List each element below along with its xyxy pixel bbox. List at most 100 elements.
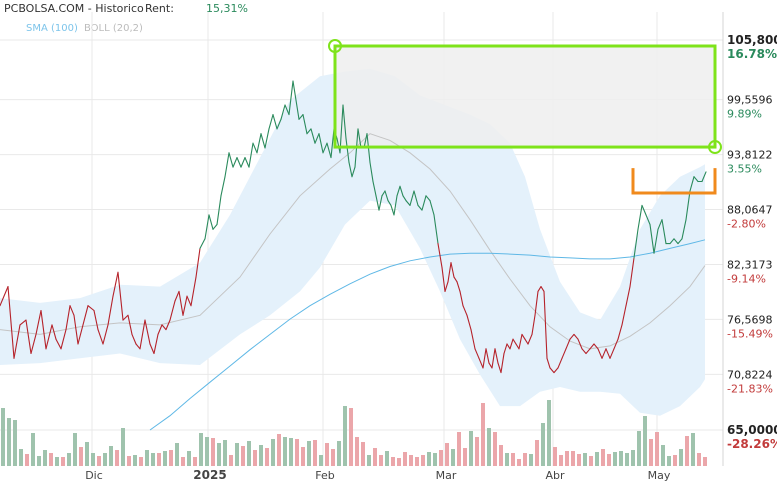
volume-bar	[25, 454, 29, 466]
volume-bar	[535, 440, 539, 466]
price-segment	[553, 367, 559, 374]
volume-bar	[349, 408, 353, 466]
price-segment	[195, 247, 201, 278]
volume-bar	[247, 441, 251, 466]
volume-bar	[121, 428, 125, 466]
boll-legend: BOLL (20,2)	[84, 23, 143, 34]
price-segment	[613, 338, 619, 350]
price-segment	[65, 305, 71, 331]
price-segment	[405, 200, 411, 206]
volume-bar	[223, 440, 227, 466]
price-segment	[236, 157, 242, 168]
y-tick-percent: -9.14%	[727, 272, 766, 285]
volume-bar	[613, 452, 617, 466]
price-segment	[417, 204, 423, 211]
price-segment	[292, 80, 297, 101]
price-segment	[474, 348, 480, 359]
price-segment	[527, 333, 533, 345]
volume-bar	[421, 455, 425, 466]
volume-bar	[127, 456, 131, 466]
price-segment	[45, 324, 53, 350]
volume-bar	[367, 455, 371, 466]
price-segment	[637, 204, 643, 230]
price-segment	[25, 319, 32, 355]
price-segment	[212, 223, 218, 230]
price-segment	[557, 357, 563, 369]
volume-bar	[403, 452, 407, 466]
volume-bar	[427, 452, 431, 466]
price-segment	[372, 180, 377, 197]
volume-bar	[79, 447, 83, 466]
volume-bar	[67, 453, 71, 466]
price-segment	[252, 142, 258, 154]
price-segment	[82, 305, 89, 326]
volume-bar	[19, 449, 23, 466]
x-tick-label: Abr	[545, 469, 565, 482]
x-tick-label: 2025	[193, 468, 226, 482]
price-segment	[122, 314, 129, 321]
y-tick-percent: -21.83%	[727, 382, 773, 395]
volume-bar	[547, 400, 551, 466]
price-segment	[174, 290, 180, 302]
price-segment	[314, 133, 320, 144]
y-tick-price: 105,800	[727, 33, 777, 47]
orange-bracket	[631, 168, 717, 195]
price-segment	[478, 357, 484, 369]
price-segment	[661, 219, 667, 245]
price-segment	[322, 142, 328, 154]
volume-bar	[259, 445, 263, 466]
price-segment	[384, 190, 389, 202]
price-segment	[685, 190, 691, 221]
volume-bar	[301, 447, 305, 466]
volume-bar	[529, 454, 533, 466]
y-tick-price: 99,5596	[727, 94, 773, 107]
volume-bar	[625, 453, 629, 466]
price-segment	[0, 286, 9, 307]
price-segment	[521, 333, 526, 340]
volume-bar	[655, 432, 659, 466]
price-segment	[216, 195, 222, 226]
bollinger-band	[0, 68, 705, 416]
volume-bar	[409, 455, 413, 466]
volume-bar	[169, 450, 173, 466]
volume-bar	[649, 439, 653, 466]
price-segment	[466, 314, 472, 331]
price-segment	[689, 176, 695, 192]
price-segment	[488, 362, 493, 369]
price-segment	[284, 104, 290, 116]
volume-bar	[271, 439, 275, 466]
volume-bar	[109, 446, 113, 466]
volume-bar	[703, 457, 707, 466]
y-tick-percent: 9.89%	[727, 108, 762, 121]
price-segment	[135, 343, 141, 350]
price-segment	[534, 290, 539, 316]
price-segment	[298, 114, 304, 120]
price-segment	[224, 152, 230, 178]
volume-bar	[319, 455, 323, 466]
volume-bar	[235, 443, 239, 466]
price-segment	[30, 333, 37, 355]
volume-bar	[385, 451, 389, 466]
price-segment	[60, 329, 67, 350]
volume-bar	[493, 432, 497, 466]
price-segment	[512, 338, 517, 345]
price-segment	[540, 286, 545, 292]
chart-header: PCBOLSA.COM - Historico	[4, 2, 144, 15]
price-segment	[369, 161, 374, 183]
price-segment	[182, 295, 188, 316]
volume-bar	[397, 458, 401, 466]
volume-bar	[667, 456, 671, 466]
price-segment	[561, 348, 567, 359]
price-segment	[73, 314, 79, 345]
price-segment	[421, 195, 427, 211]
volume-bar	[337, 441, 341, 466]
volume-bar	[217, 443, 221, 466]
price-segment	[131, 333, 137, 345]
price-segment	[589, 343, 595, 350]
volume-bar	[325, 443, 329, 466]
volume-bar	[193, 457, 197, 466]
x-tick-label: Dic	[85, 469, 103, 482]
volume-bar	[487, 428, 491, 466]
price-segment	[617, 324, 623, 340]
